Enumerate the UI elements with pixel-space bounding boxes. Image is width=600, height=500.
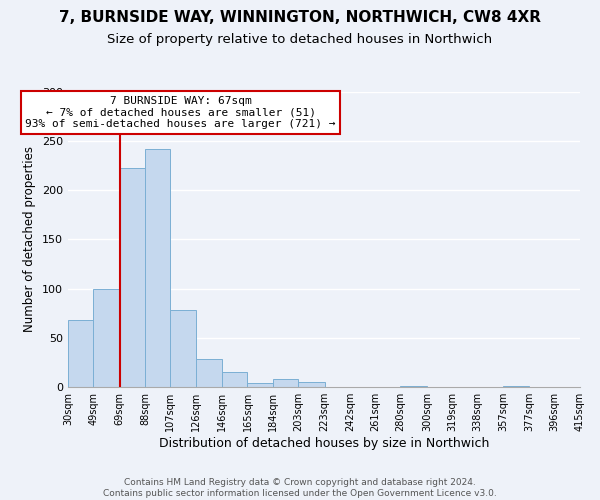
Bar (170, 310, 196, 387)
Text: Size of property relative to detached houses in Northwich: Size of property relative to detached ho… (107, 32, 493, 46)
Text: Contains HM Land Registry data © Crown copyright and database right 2024.
Contai: Contains HM Land Registry data © Crown c… (103, 478, 497, 498)
Text: 7, BURNSIDE WAY, WINNINGTON, NORTHWICH, CW8 4XR: 7, BURNSIDE WAY, WINNINGTON, NORTHWICH, … (59, 10, 541, 25)
Bar (503, 386, 529, 387)
Bar (222, 372, 247, 387)
Bar (273, 380, 298, 387)
Bar (120, 168, 145, 387)
Bar (247, 384, 273, 387)
Y-axis label: Number of detached properties: Number of detached properties (23, 146, 37, 332)
Bar (93, 288, 120, 387)
Bar (400, 386, 427, 387)
Text: 7 BURNSIDE WAY: 67sqm
← 7% of detached houses are smaller (51)
93% of semi-detac: 7 BURNSIDE WAY: 67sqm ← 7% of detached h… (25, 96, 336, 129)
Bar (298, 382, 325, 387)
X-axis label: Distribution of detached houses by size in Northwich: Distribution of detached houses by size … (159, 437, 489, 450)
Bar (145, 148, 170, 387)
Bar (68, 320, 93, 387)
Bar (196, 358, 222, 387)
